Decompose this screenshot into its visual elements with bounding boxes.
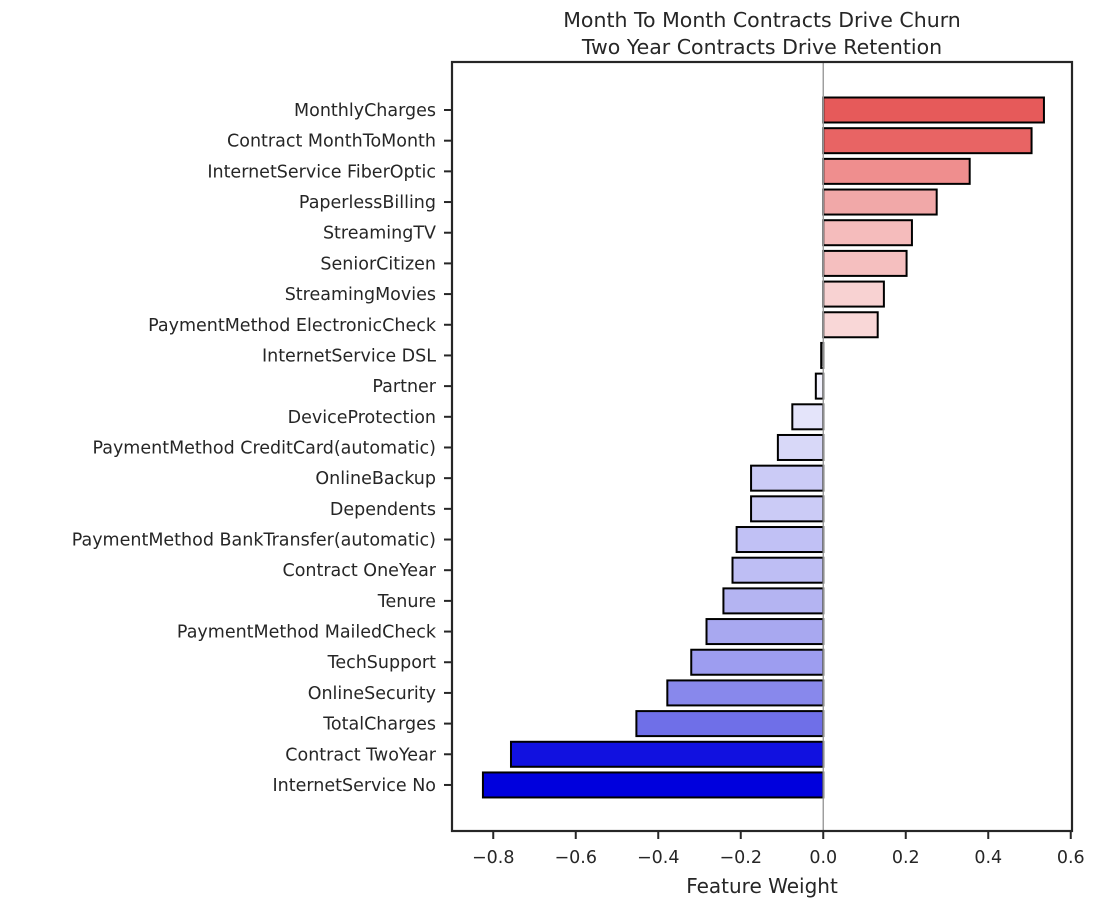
bar: [735, 526, 825, 554]
bar: [791, 403, 825, 431]
y-tick-label: TotalCharges: [322, 715, 436, 735]
bar: [822, 311, 879, 339]
plot-frame: [450, 60, 1074, 833]
y-tick-label: OnlineSecurity: [308, 684, 436, 704]
bar: [666, 679, 825, 707]
y-tick-label: PaperlessBilling: [299, 193, 436, 213]
y-tick-label: PaymentMethod BankTransfer(automatic): [72, 531, 436, 551]
chart-title-line-2: Two Year Contracts Drive Retention: [581, 35, 942, 59]
x-axis: −0.8 −0.6 −0.4 −0.2 0.0 0.2 0.4 0.6: [472, 831, 1085, 868]
bar: [705, 618, 825, 646]
bar: [690, 648, 825, 676]
x-tick-label: −0.4: [637, 848, 680, 868]
bar: [822, 157, 971, 185]
y-tick-label: PaymentMethod ElectronicCheck: [148, 316, 437, 336]
bar: [509, 740, 825, 768]
y-tick-label: Contract OneYear: [282, 561, 436, 581]
bar: [822, 280, 885, 308]
y-tick-label: InternetService No: [272, 776, 436, 796]
y-tick-label: Dependents: [330, 500, 436, 520]
x-tick-label: 0.0: [809, 848, 837, 868]
y-tick-label: DeviceProtection: [288, 408, 436, 428]
bar: [822, 127, 1033, 155]
y-tick-label: SeniorCitizen: [320, 254, 436, 274]
x-tick-label: 0.4: [974, 848, 1002, 868]
x-tick-label: −0.6: [555, 848, 598, 868]
bar-group: [481, 96, 1045, 799]
y-tick-label: Partner: [372, 377, 436, 397]
y-tick-label: OnlineBackup: [315, 469, 436, 489]
y-tick-label: Contract TwoYear: [285, 745, 437, 765]
bar: [722, 587, 825, 615]
chart-title-line-1: Month To Month Contracts Drive Churn: [563, 8, 961, 32]
bar: [814, 372, 825, 400]
y-tick-label: InternetService DSL: [262, 346, 436, 366]
x-tick-label: 0.2: [892, 848, 920, 868]
y-tick-label: TechSupport: [327, 653, 437, 673]
bar: [731, 556, 825, 584]
x-tick-label: −0.2: [720, 848, 763, 868]
y-tick-label: PaymentMethod MailedCheck: [177, 623, 437, 643]
x-tick-label: −0.8: [472, 848, 515, 868]
x-tick-label: 0.6: [1057, 848, 1085, 868]
bar: [822, 188, 938, 216]
bar: [822, 96, 1045, 124]
y-tick-label: PaymentMethod CreditCard(automatic): [92, 438, 436, 458]
y-tick-label: MonthlyCharges: [294, 101, 436, 121]
y-tick-label: StreamingMovies: [285, 285, 436, 305]
bar: [822, 249, 908, 277]
bar: [750, 464, 825, 492]
y-tick-label: StreamingTV: [323, 224, 436, 244]
bar: [822, 219, 913, 247]
y-tick-label: InternetService FiberOptic: [207, 162, 436, 182]
x-axis-label: Feature Weight: [686, 874, 838, 898]
y-tick-label: Contract MonthToMonth: [227, 132, 436, 152]
bar: [635, 710, 825, 738]
y-axis: MonthlyCharges Contract MonthToMonth Inter…: [72, 101, 452, 796]
bar: [750, 495, 825, 523]
y-tick-label: Tenure: [377, 592, 436, 612]
bar: [776, 433, 825, 461]
bar: [481, 771, 825, 799]
